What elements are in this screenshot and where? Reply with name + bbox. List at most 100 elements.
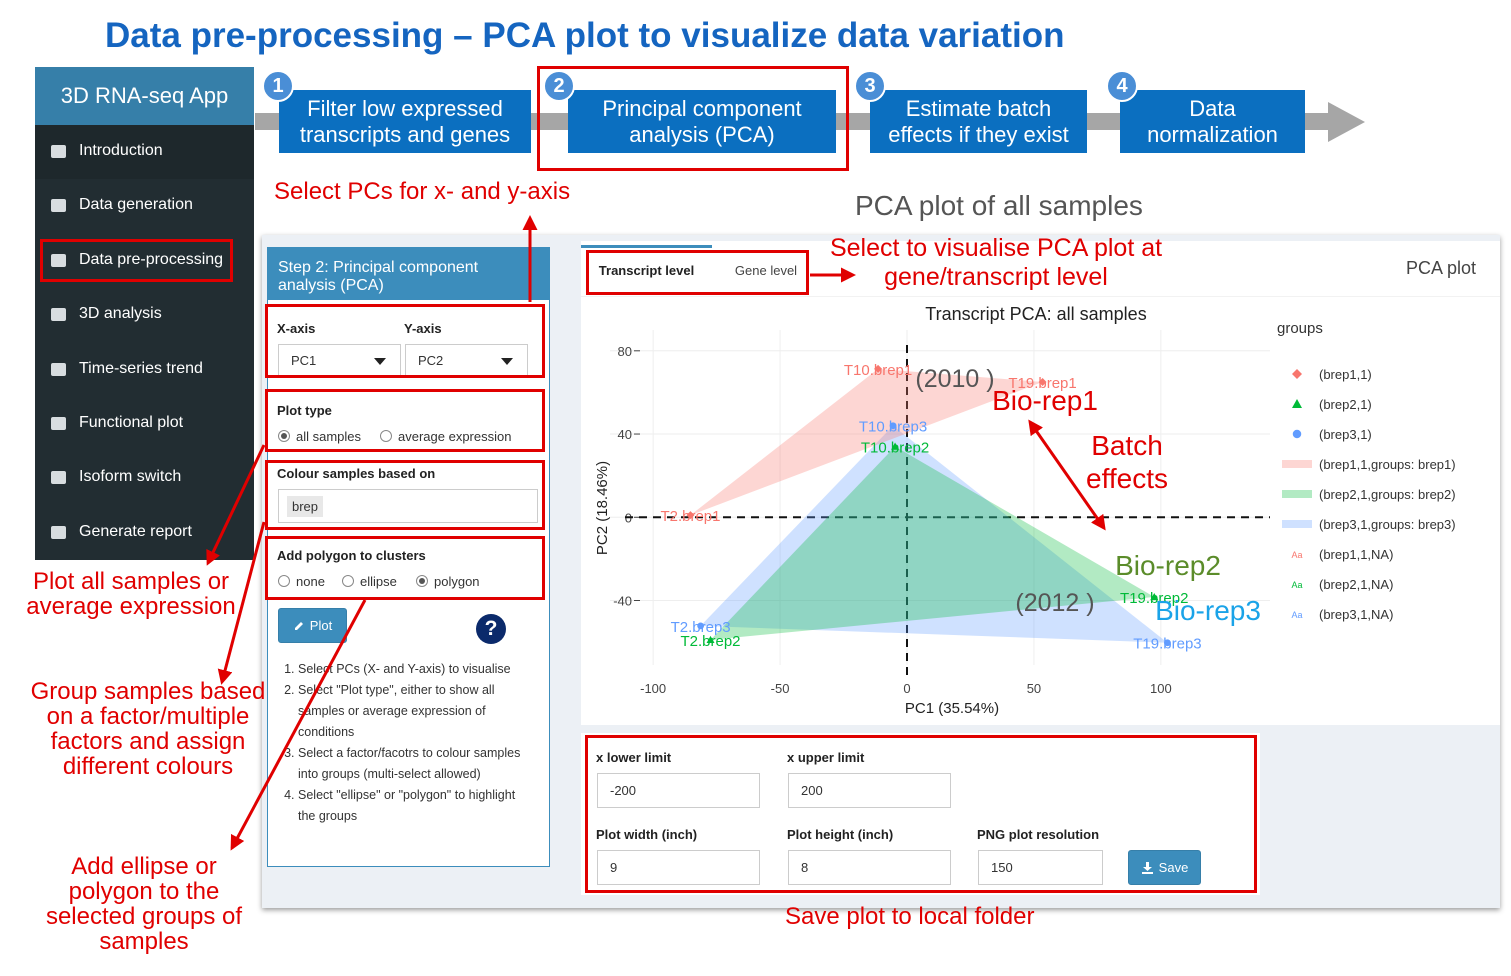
point-label: T19.brep1 [1008, 375, 1076, 392]
sidebar-icon [51, 417, 66, 430]
step-number: 2 [543, 70, 575, 102]
legend-marker [1292, 369, 1302, 379]
sidebar-label: Functional plot [79, 414, 184, 431]
sidebar-label: Isoform switch [79, 468, 182, 486]
sidebar-icon [51, 471, 66, 485]
step-number: 3 [854, 70, 886, 102]
x-axis-label: X-axis [277, 321, 316, 336]
field-input[interactable]: -200 [597, 773, 760, 808]
legend-label: (brep2,1,groups: brep2) [1319, 487, 1456, 502]
plot-annotation: Bio-rep1 [992, 385, 1098, 416]
point-label: T2.brep1 [660, 508, 720, 525]
radio-option[interactable]: polygon [416, 574, 480, 589]
sidebar-item[interactable]: 3D analysis [35, 288, 254, 342]
legend-label: (brep1,1,groups: brep1) [1319, 457, 1456, 472]
save-button-label: Save [1158, 860, 1189, 875]
field-label: Plot height (inch) [787, 827, 894, 842]
callout: Plot all samples or average expression [26, 568, 236, 620]
colour-label: Colour samples based on [277, 466, 436, 481]
marker [686, 511, 695, 520]
x-axis-select[interactable]: PC1 [278, 344, 401, 377]
radio-option[interactable]: none [278, 574, 325, 589]
legend-text-key: Aa [1291, 580, 1302, 590]
x-tick-label: -100 [640, 681, 666, 696]
sidebar-icon [51, 362, 66, 376]
callout: Group samples based on a factor/multiple… [30, 678, 266, 780]
legend-marker [1292, 429, 1302, 439]
legend-label: (brep3,1,NA) [1319, 607, 1393, 622]
field-input[interactable]: 200 [788, 773, 951, 808]
x-tick-label: 50 [1027, 681, 1041, 696]
plot-annotation: (2012 ) [1015, 589, 1094, 617]
sidebar-item[interactable]: Time-series trend [35, 343, 254, 397]
sidebar-item[interactable]: Generate report [35, 506, 254, 560]
x-axis-title: PC1 (35.54%) [905, 700, 999, 717]
marker [874, 364, 883, 373]
sidebar-icon [51, 145, 66, 158]
sidebar-label: Introduction [79, 142, 163, 159]
tab[interactable]: Gene level [734, 263, 798, 278]
sidebar-label: Generate report [79, 522, 192, 540]
y-tick-label: 40 [618, 427, 632, 442]
sidebar-label: Data generation [79, 196, 193, 214]
callout: Add ellipse or polygon to the selected g… [45, 853, 243, 955]
step-label: Principal component analysis (PCA) [602, 95, 802, 147]
legend-label: (brep3,1,groups: brep3) [1319, 517, 1456, 532]
sidebar-icon [51, 308, 66, 322]
colour-tag[interactable]: brep [287, 496, 324, 517]
radio-dot [278, 575, 290, 587]
highlight-box [265, 536, 545, 600]
field-input[interactable]: 9 [597, 850, 760, 885]
y-tick-label: 80 [618, 344, 632, 359]
legend-hull-key [1282, 460, 1312, 468]
radio-dot [380, 430, 392, 442]
highlight-box [265, 304, 545, 378]
step-arrowhead [1328, 102, 1365, 142]
legend-label: (brep1,1) [1319, 367, 1372, 382]
marker [1038, 378, 1047, 387]
sidebar-item[interactable]: Isoform switch [35, 451, 254, 505]
x-tick-label: 100 [1150, 681, 1172, 696]
step-box[interactable]: Data normalization [1120, 90, 1305, 153]
step-label: Data normalization [1147, 95, 1278, 147]
sidebar-item[interactable]: Functional plot [35, 397, 254, 451]
save-button[interactable]: Save [1128, 850, 1201, 885]
plot-annotation: (2010 ) [915, 365, 994, 393]
field-label: x upper limit [787, 750, 865, 765]
panel-title: Step 2: Principal component analysis (PC… [268, 248, 549, 300]
plot-annotation: Bio-rep2 [1115, 550, 1221, 581]
sidebar-item[interactable]: Data generation [35, 179, 254, 233]
step-label: Estimate batch effects if they exist [888, 95, 1069, 147]
tab-divider [581, 296, 1500, 297]
point-label: T19.brep2 [1120, 590, 1188, 607]
field-input[interactable]: 8 [788, 850, 951, 885]
radio-option[interactable]: all samples [278, 429, 361, 444]
step-label: Filter low expressed transcripts and gen… [299, 95, 511, 147]
plot-box-title: PCA plot [1405, 258, 1476, 278]
step-box[interactable]: Principal component analysis (PCA) [568, 90, 836, 153]
tab[interactable]: Transcript level [598, 263, 695, 278]
field-input[interactable]: 150 [978, 850, 1103, 885]
sidebar-item[interactable]: Data pre-processing [35, 234, 254, 288]
y-tick-label: -40 [613, 593, 632, 608]
legend-text-key: Aa [1291, 550, 1302, 560]
sidebar-item[interactable]: Introduction [35, 125, 254, 179]
plot-title: Transcript PCA: all samples [925, 304, 1146, 324]
colour-input[interactable]: brep [278, 489, 538, 523]
point-label: T10.brep1 [844, 362, 912, 379]
radio-dot [278, 430, 290, 442]
step-box[interactable]: Estimate batch effects if they exist [870, 90, 1087, 153]
marker [697, 622, 705, 630]
radio-option[interactable]: average expression [380, 429, 511, 444]
plot-type-label: Plot type [277, 403, 332, 418]
help-icon[interactable]: ? [476, 614, 506, 644]
point-label: T2.brep2 [680, 633, 740, 650]
legend-label: (brep1,1,NA) [1319, 547, 1393, 562]
step-number: 1 [262, 70, 294, 102]
step-box[interactable]: Filter low expressed transcripts and gen… [279, 90, 531, 153]
marker [1150, 592, 1159, 601]
radio-option[interactable]: ellipse [342, 574, 397, 589]
x-tick-label: -50 [771, 681, 790, 696]
point-label: T10.brep2 [861, 440, 929, 457]
